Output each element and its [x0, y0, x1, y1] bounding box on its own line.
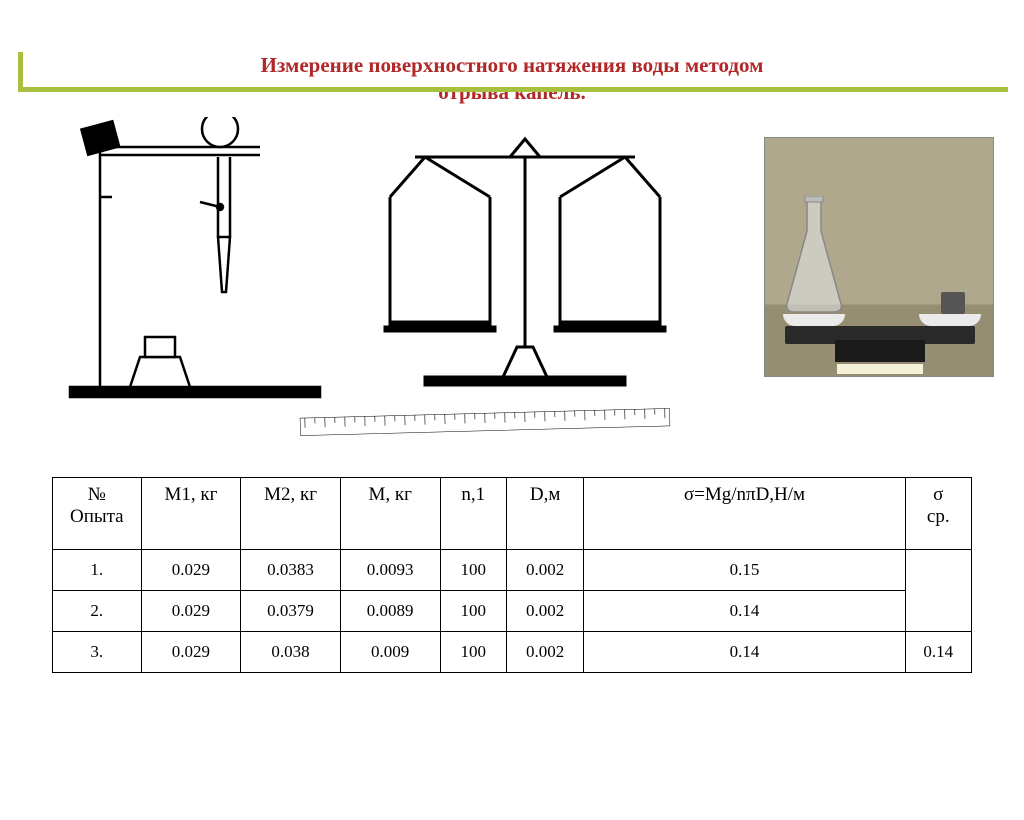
slide-frame-vertical: [18, 52, 23, 92]
cell-m2: 0.0379: [241, 590, 341, 631]
th-sigma: σ=Мg/nπD,Н/м: [584, 477, 905, 549]
cell-m2: 0.038: [241, 631, 341, 672]
balance-weight: [941, 292, 965, 314]
cell-sigma: 0.15: [584, 549, 905, 590]
table-row: 3. 0.029 0.038 0.009 100 0.002 0.14 0.14: [53, 631, 972, 672]
th-num-l2: Опыта: [70, 506, 124, 527]
balance-pan-right: [919, 314, 981, 326]
cell-m: 0.0093: [340, 549, 440, 590]
stand-diagram: [70, 117, 320, 397]
th-num-l1: №: [88, 484, 106, 505]
th-num: № Опыта: [53, 477, 142, 549]
cell-num: 2.: [53, 590, 142, 631]
th-avg-l2: ср.: [927, 506, 950, 527]
cell-avg-empty: [905, 549, 971, 631]
page-title: Измерение поверхностного натяжения воды …: [0, 52, 1024, 107]
cell-n: 100: [440, 631, 506, 672]
balance-label: [837, 364, 923, 374]
flask-icon: [781, 196, 847, 316]
th-m: М, кг: [340, 477, 440, 549]
balance-pan-left: [783, 314, 845, 326]
balance-diagram: [385, 139, 665, 385]
cell-n: 100: [440, 549, 506, 590]
table-row: 1. 0.029 0.0383 0.0093 100 0.002 0.15: [53, 549, 972, 590]
cell-d: 0.002: [506, 590, 584, 631]
cell-num: 3.: [53, 631, 142, 672]
cell-num: 1.: [53, 549, 142, 590]
title-line-2: отрыва капель.: [438, 80, 586, 104]
cell-d: 0.002: [506, 631, 584, 672]
balance-photo: [764, 137, 994, 377]
cell-sigma: 0.14: [584, 631, 905, 672]
cell-m: 0.0089: [340, 590, 440, 631]
th-m1: М1, кг: [141, 477, 241, 549]
th-m2: М2, кг: [241, 477, 341, 549]
cell-n: 100: [440, 590, 506, 631]
title-line-1: Измерение поверхностного натяжения воды …: [261, 53, 764, 77]
cell-m1: 0.029: [141, 549, 241, 590]
th-avg-l1: σ: [933, 484, 943, 505]
cell-avg: 0.14: [905, 631, 971, 672]
th-n: n,1: [440, 477, 506, 549]
cell-m1: 0.029: [141, 631, 241, 672]
balance-base: [835, 340, 925, 362]
cell-sigma: 0.14: [584, 590, 905, 631]
cell-m: 0.009: [340, 631, 440, 672]
apparatus-diagrams: [40, 117, 720, 417]
cell-m2: 0.0383: [241, 549, 341, 590]
th-avg: σ ср.: [905, 477, 971, 549]
th-d: D,м: [506, 477, 584, 549]
table-row: 2. 0.029 0.0379 0.0089 100 0.002 0.14: [53, 590, 972, 631]
cell-d: 0.002: [506, 549, 584, 590]
data-table: № Опыта М1, кг М2, кг М, кг n,1 D,м σ=Мg…: [52, 477, 972, 673]
cell-m1: 0.029: [141, 590, 241, 631]
diagram-area: [0, 117, 1024, 427]
slide-frame-horizontal: [18, 87, 1008, 92]
table-header-row: № Опыта М1, кг М2, кг М, кг n,1 D,м σ=Мg…: [53, 477, 972, 549]
